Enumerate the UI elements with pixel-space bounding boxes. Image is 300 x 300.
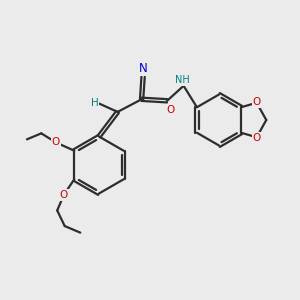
Text: N: N	[139, 62, 148, 75]
Text: O: O	[253, 97, 261, 107]
Text: H: H	[91, 98, 98, 108]
Text: O: O	[253, 133, 261, 143]
Text: O: O	[60, 190, 68, 200]
Text: O: O	[52, 137, 60, 147]
Text: O: O	[167, 105, 175, 116]
Text: NH: NH	[175, 75, 190, 85]
